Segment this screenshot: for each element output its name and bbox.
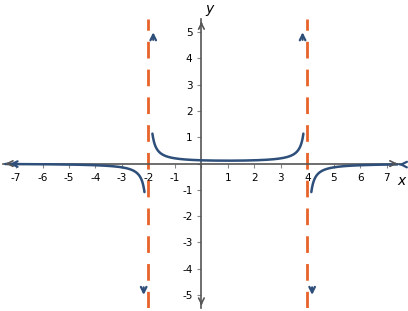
Text: x: x [397,174,406,188]
Text: y: y [205,2,214,16]
